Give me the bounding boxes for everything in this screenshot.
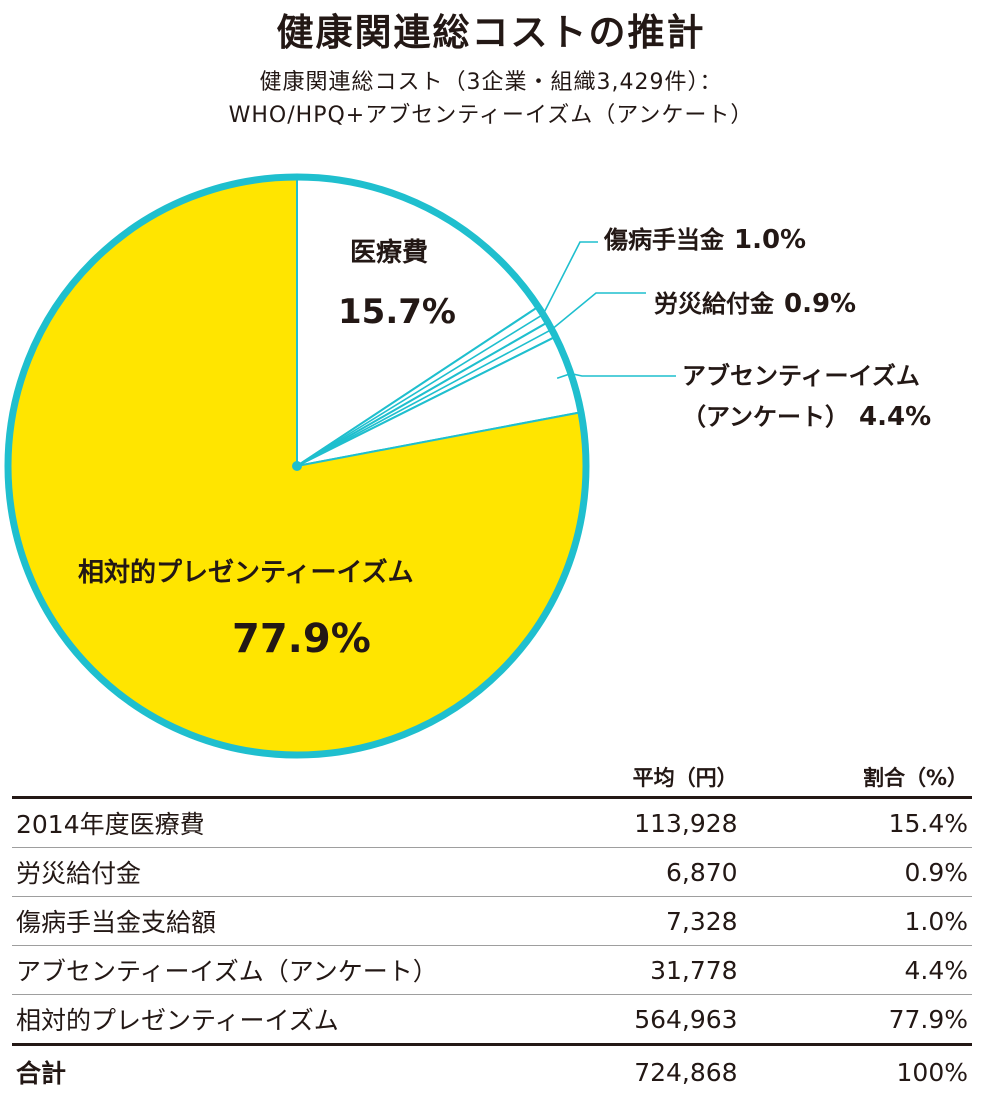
row-name: 傷病手当金支給額 (12, 896, 512, 946)
row-ratio: 1.0% (741, 896, 972, 946)
table-row: 2014年度医療費 113,928 15.4% (12, 797, 972, 848)
table-row: アブセンティーイズム（アンケート） 31,778 4.4% (12, 945, 972, 995)
callout-label: 労災給付金 (654, 290, 774, 318)
page-title: 健康関連総コストの推計 (276, 11, 706, 54)
table-total-row: 合計 724,868 100% (12, 1043, 972, 1098)
table-row: 労災給付金 6,870 0.9% (12, 847, 972, 897)
header-average: 平均（円） (511, 758, 742, 799)
row-name: アブセンティーイズム（アンケート） (12, 945, 512, 995)
row-name: 相対的プレゼンティーイズム (12, 994, 512, 1045)
subtitle-line-2: WHO/HPQ+アブセンティーイズム（アンケート） (228, 103, 754, 128)
callout-sickness-allowance: 傷病手当金 1.0% (604, 220, 806, 255)
pie-center-dot (292, 461, 302, 471)
table-header-row: 平均（円） 割合（%） (12, 758, 972, 799)
subtitle-line-1: 健康関連総コスト（3企業・組織3,429件）： (259, 70, 723, 95)
row-name: 労災給付金 (12, 847, 512, 897)
row-average: 564,963 (511, 994, 742, 1045)
row-ratio: 77.9% (741, 994, 972, 1045)
slice-label-presenteeism: 相対的プレゼンティーイズム (78, 558, 414, 588)
callout-value: 1.0% (734, 225, 807, 255)
slice-value-presenteeism: 77.9% (232, 616, 371, 662)
callout-label: アブセンティーイズム (682, 362, 920, 390)
callout-absenteeism: アブセンティーイズム （アンケート） 4.4% (682, 356, 931, 432)
header-ratio: 割合（%） (741, 758, 972, 799)
row-average: 724,868 (511, 1043, 742, 1098)
leader-workers-comp (296, 292, 646, 467)
pie-outline-ring (4, 173, 590, 759)
row-ratio: 100% (741, 1043, 972, 1098)
row-ratio: 0.9% (741, 847, 972, 897)
callout-label-line2: （アンケート） (682, 403, 850, 431)
row-average: 31,778 (511, 945, 742, 995)
callout-workers-comp: 労災給付金 0.9% (654, 284, 856, 319)
leader-sickness-allowance (296, 241, 598, 467)
row-average: 113,928 (511, 797, 742, 848)
table-row: 相対的プレゼンティーイズム 564,963 77.9% (12, 994, 972, 1045)
slice-value-medical: 15.7% (338, 292, 456, 332)
row-ratio: 15.4% (741, 797, 972, 848)
table-row: 傷病手当金支給額 7,328 1.0% (12, 896, 972, 946)
row-average: 7,328 (511, 896, 742, 946)
callout-value: 0.9% (784, 289, 857, 319)
row-ratio: 4.4% (741, 945, 972, 995)
callout-label: 傷病手当金 (604, 226, 724, 254)
cost-table: 平均（円） 割合（%） 2014年度医療費 113,928 15.4% 労災給付金 6,… (12, 758, 972, 1098)
callout-value: 4.4% (859, 402, 932, 432)
pie-chart (4, 173, 676, 759)
row-name: 合計 (12, 1043, 512, 1098)
row-average: 6,870 (511, 847, 742, 897)
header-blank (12, 758, 512, 799)
slice-label-medical: 医療費 (350, 238, 429, 268)
leader-absenteeism (556, 372, 676, 379)
row-name: 2014年度医療費 (12, 797, 512, 848)
